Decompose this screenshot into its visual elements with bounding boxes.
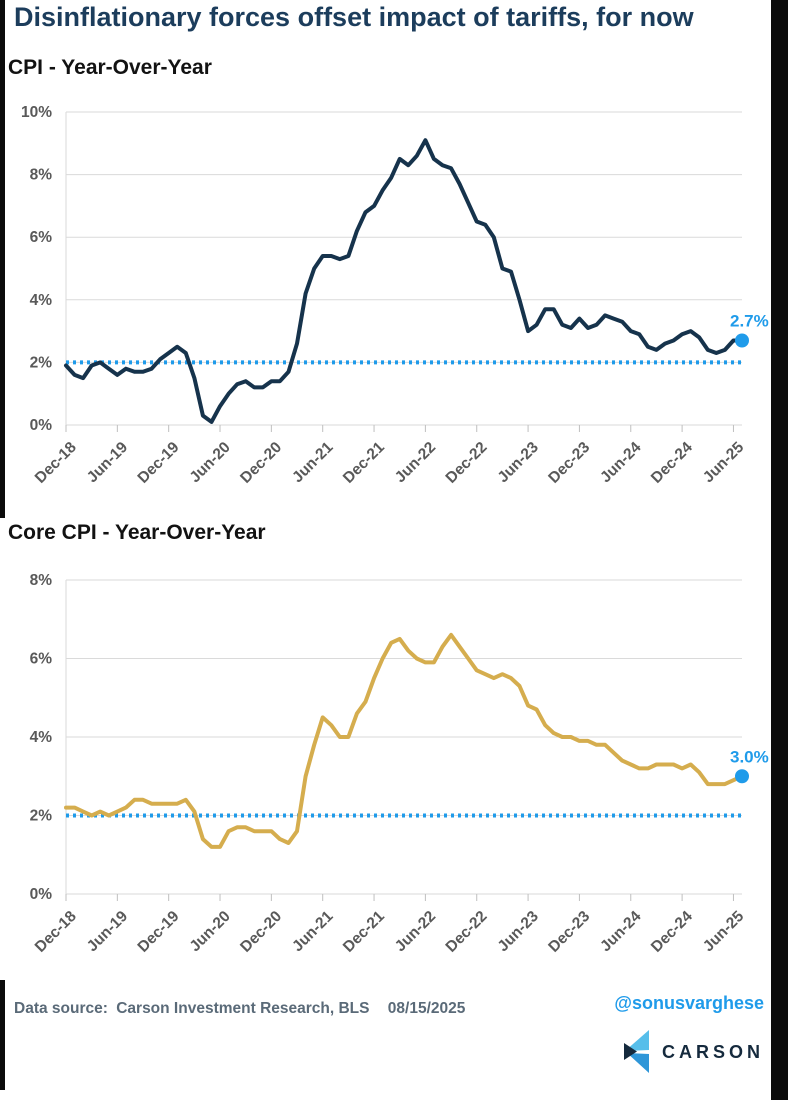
svg-text:Dec-19: Dec-19 (135, 439, 183, 487)
logo-triangle-top (624, 1030, 649, 1051)
carson-wordmark: CARSON (661, 1041, 764, 1062)
svg-text:0%: 0% (30, 886, 53, 903)
y-axis-labels: 0% 2% 4% 6% 8% (30, 572, 53, 903)
logo-triangle-left (623, 1043, 637, 1060)
x-axis-labels: Dec-18 Jun-19 Dec-19 Jun-20 Dec-20 Jun-21 Dec-… (32, 894, 748, 956)
left-border-bottom (0, 980, 5, 1090)
last-point-label: 3.0% (730, 747, 769, 766)
svg-text:Dec-21: Dec-21 (340, 439, 388, 487)
svg-text:Dec-23: Dec-23 (545, 439, 593, 487)
y-axis-labels: 0% 2% 4% 6% 8% 10% (21, 104, 52, 434)
svg-text:4%: 4% (30, 729, 53, 746)
svg-text:Jun-20: Jun-20 (186, 439, 233, 486)
last-point-marker (735, 333, 749, 348)
logo-triangle-bottom (626, 1053, 649, 1073)
svg-text:2%: 2% (30, 354, 53, 371)
svg-text:Dec-24: Dec-24 (648, 908, 696, 956)
svg-text:Jun-21: Jun-21 (289, 439, 337, 487)
svg-text:Jun-19: Jun-19 (84, 908, 132, 956)
svg-text:10%: 10% (21, 104, 52, 121)
svg-text:0%: 0% (30, 417, 53, 434)
data-source-label: Data source: (14, 1000, 108, 1017)
data-source-line: Data source: Carson Investment Research,… (14, 1000, 465, 1018)
core-cpi-chart-title: Core CPI - Year-Over-Year (8, 521, 266, 544)
svg-text:Dec-22: Dec-22 (443, 908, 491, 956)
svg-text:Dec-22: Dec-22 (443, 439, 491, 487)
twitter-handle: @sonusvarghese (614, 993, 764, 1013)
left-border-top (0, 0, 5, 518)
svg-text:6%: 6% (30, 651, 53, 668)
cpi-chart-title: CPI - Year-Over-Year (8, 56, 212, 79)
svg-text:Dec-21: Dec-21 (340, 908, 388, 956)
svg-text:Jun-24: Jun-24 (597, 439, 645, 487)
svg-text:2%: 2% (30, 808, 53, 825)
x-axis-labels: Dec-18 Jun-19 Dec-19 Jun-20 Dec-20 Jun-21 Dec-… (32, 425, 748, 487)
svg-text:Jun-22: Jun-22 (392, 908, 439, 955)
svg-text:Dec-23: Dec-23 (545, 908, 593, 956)
data-source-value: Carson Investment Research, BLS (116, 1000, 370, 1017)
svg-text:Dec-18: Dec-18 (32, 908, 80, 956)
svg-text:Jun-25: Jun-25 (700, 908, 748, 956)
series-line (64, 632, 744, 849)
svg-text:Jun-25: Jun-25 (700, 439, 748, 487)
svg-text:8%: 8% (30, 572, 53, 589)
svg-text:Jun-20: Jun-20 (186, 908, 233, 955)
svg-text:Jun-21: Jun-21 (289, 908, 337, 956)
svg-text:Jun-23: Jun-23 (495, 439, 543, 487)
svg-text:Dec-20: Dec-20 (237, 439, 285, 487)
svg-text:Jun-22: Jun-22 (392, 439, 439, 486)
svg-text:Dec-24: Dec-24 (648, 439, 696, 487)
svg-text:Dec-19: Dec-19 (135, 908, 183, 956)
last-point-marker (735, 769, 749, 784)
core-cpi-yoy-line-chart: 0% 2% 4% 6% 8% Dec-18 Jun-19 Dec-19 Jun-20 Dec-20… (30, 572, 769, 956)
svg-text:6%: 6% (30, 229, 53, 246)
svg-text:Dec-20: Dec-20 (237, 908, 285, 956)
svg-text:Dec-18: Dec-18 (32, 439, 80, 487)
carson-logo: CARSON (623, 1030, 764, 1074)
carson-logo-icon (623, 1030, 649, 1073)
svg-text:4%: 4% (30, 292, 53, 309)
series-line (64, 138, 744, 424)
svg-text:Jun-24: Jun-24 (597, 908, 645, 956)
footer-date: 08/15/2025 (387, 1000, 466, 1017)
last-point-label: 2.7% (730, 311, 769, 330)
gridlines (65, 111, 742, 426)
svg-text:Jun-19: Jun-19 (84, 439, 132, 487)
svg-text:Jun-23: Jun-23 (495, 908, 543, 956)
svg-text:8%: 8% (30, 167, 53, 184)
page-title: Disinflationary forces offset impact of … (14, 2, 694, 32)
gridlines (65, 579, 742, 895)
cpi-yoy-line-chart: 0%2%4%6%8%10%Dec-18 Jun-19 Dec-19 Jun-20 Dec… (21, 104, 769, 487)
right-border (771, 0, 788, 1100)
